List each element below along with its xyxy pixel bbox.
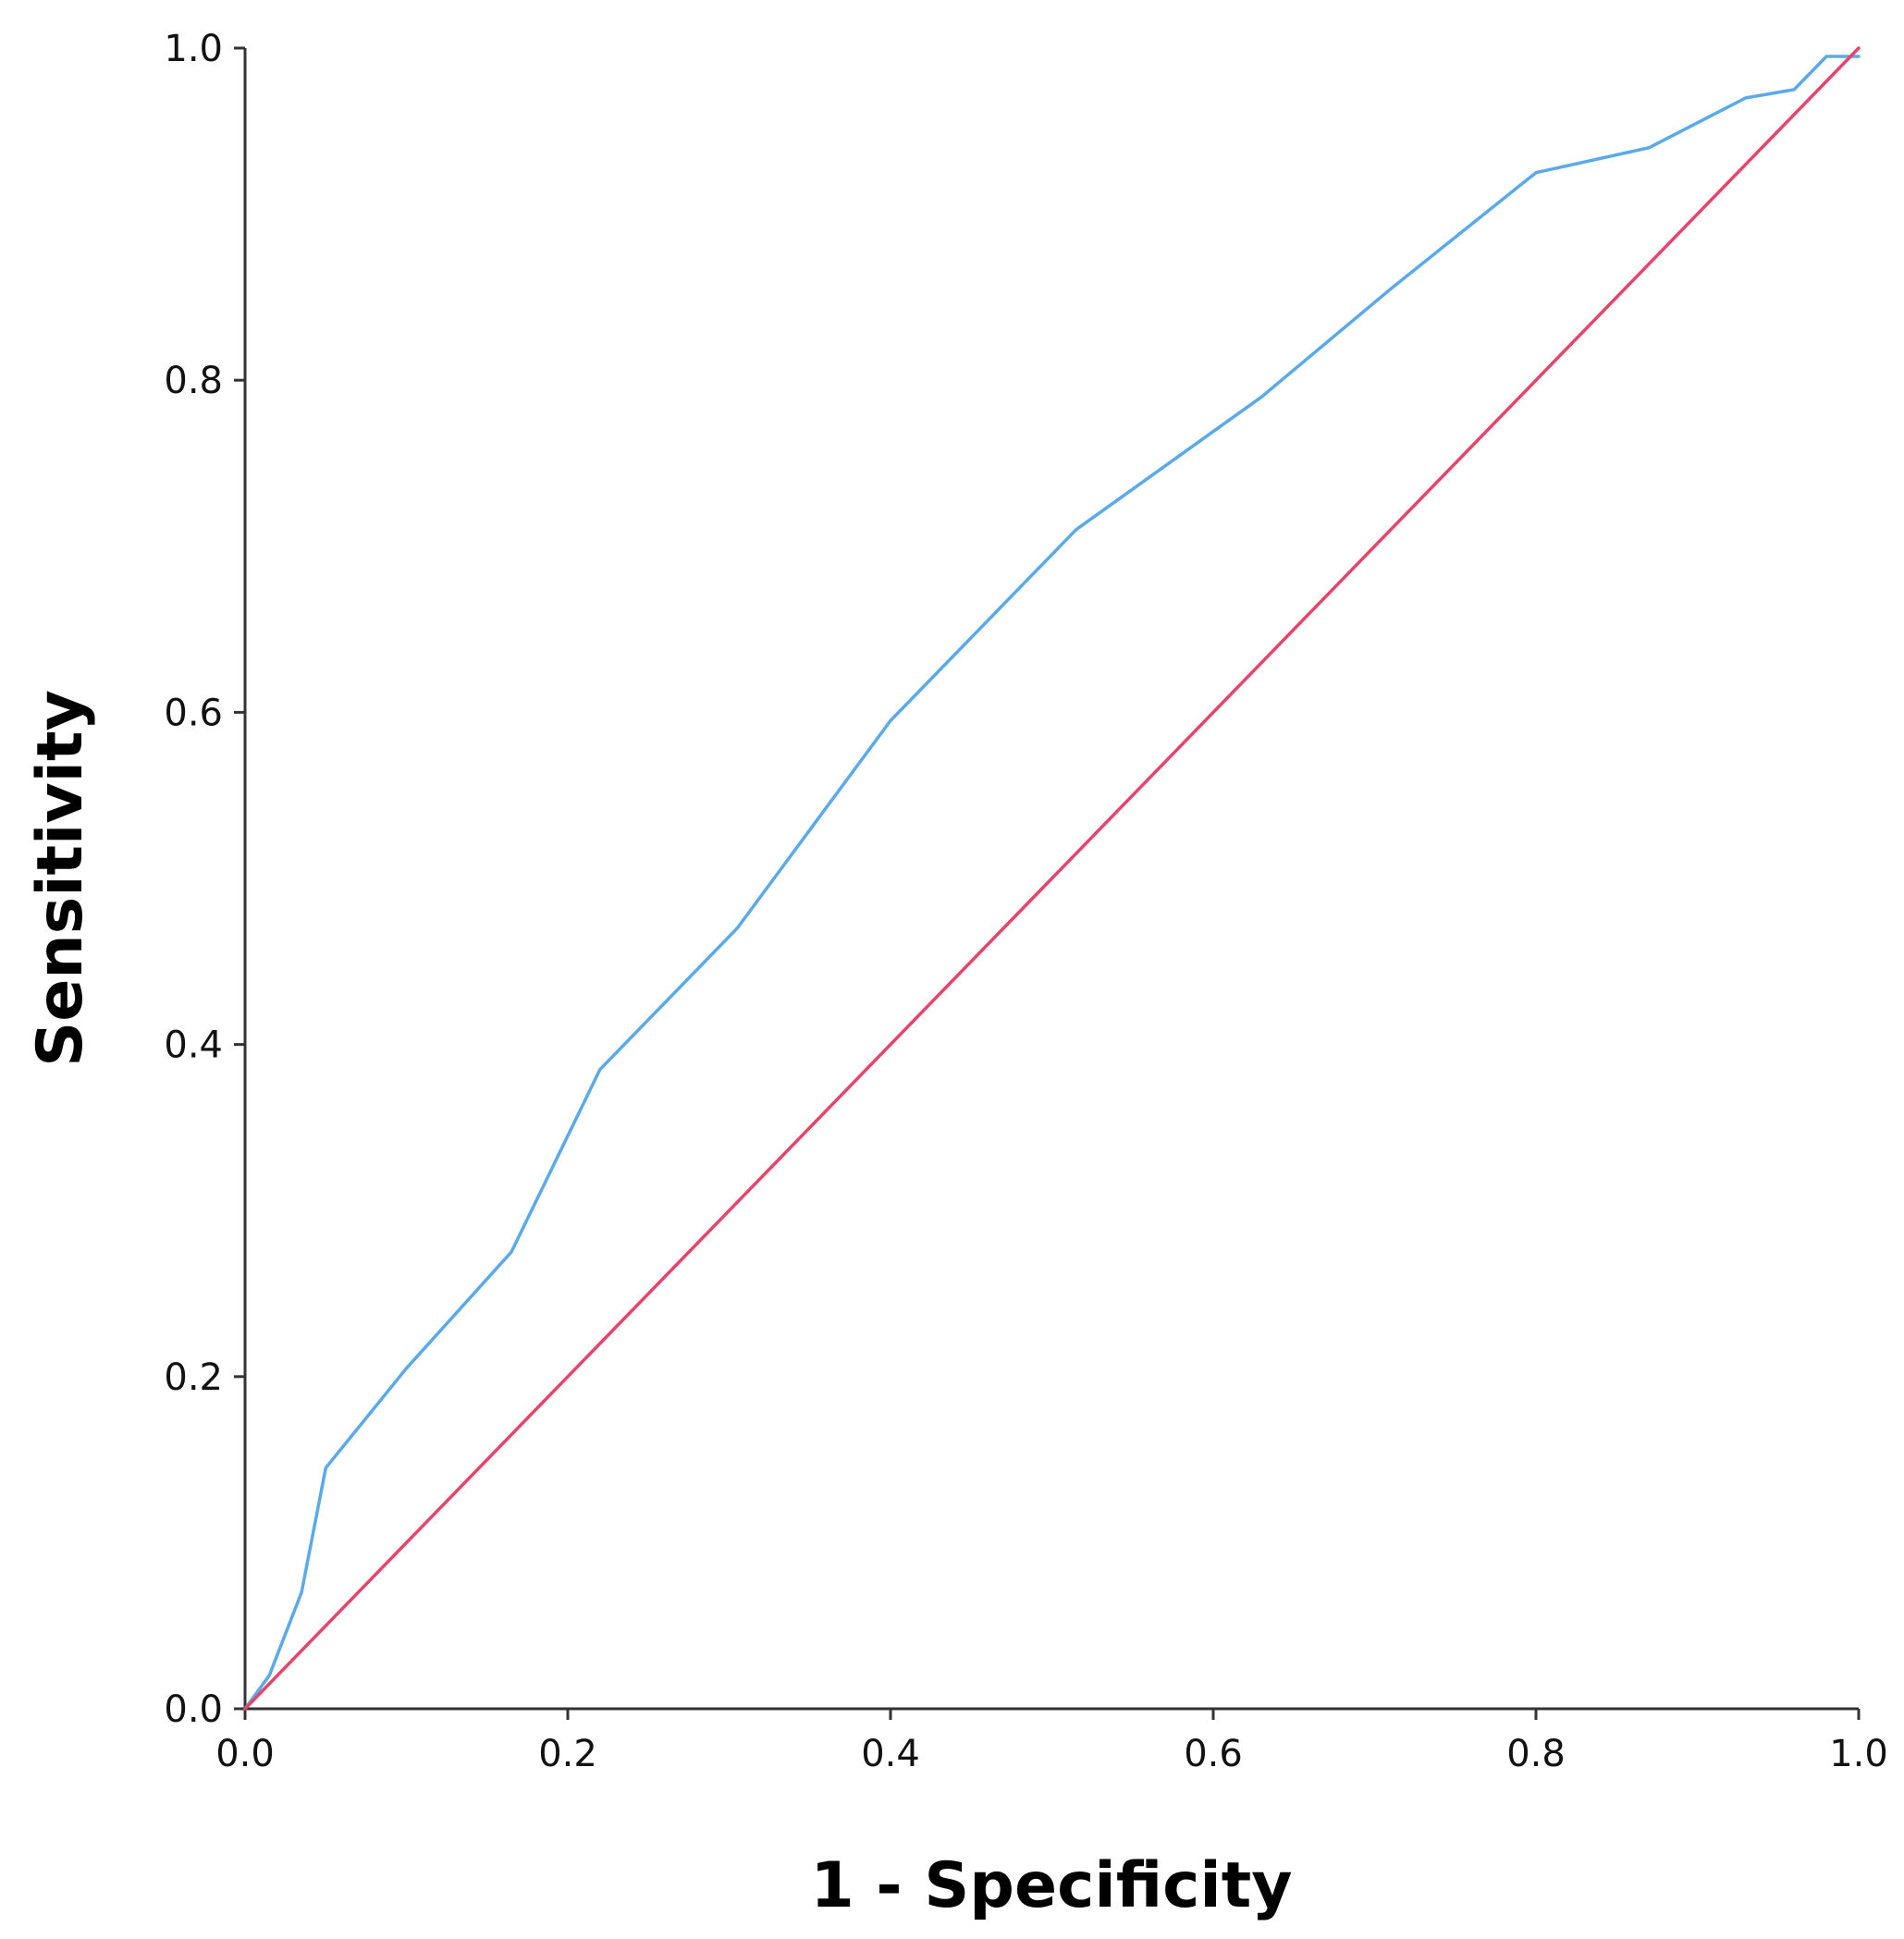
series-layer [243, 46, 1861, 1711]
x-tick-label: 0.2 [538, 1733, 597, 1775]
x-tick-label: 0.4 [861, 1733, 920, 1775]
y-tick-label: 1.0 [164, 28, 223, 70]
y-tick-label: 0.4 [164, 1025, 223, 1067]
x-tick-label: 0.6 [1184, 1733, 1243, 1775]
y-tick-label: 0.0 [164, 1688, 223, 1731]
tick-group: 0.0 0.2 0.4 0.6 0.8 1.0 0.0 0.2 0.4 0.6 0.8 1.0 [164, 28, 1887, 1775]
x-axis-title: 1 - Specificity [810, 1849, 1292, 1922]
y-tick-label: 0.8 [164, 360, 223, 402]
y-tick-label: 0.2 [164, 1356, 223, 1399]
roc-curve-line [243, 55, 1861, 1711]
y-tick-label: 0.6 [164, 692, 223, 734]
x-tick-label: 0.0 [215, 1733, 275, 1775]
x-tick-label: 1.0 [1829, 1733, 1888, 1775]
axes [243, 48, 1859, 1711]
reference-diagonal-line [243, 46, 1861, 1711]
y-axis-title: Sensitivity [24, 690, 97, 1067]
x-tick-label: 0.8 [1506, 1733, 1566, 1775]
